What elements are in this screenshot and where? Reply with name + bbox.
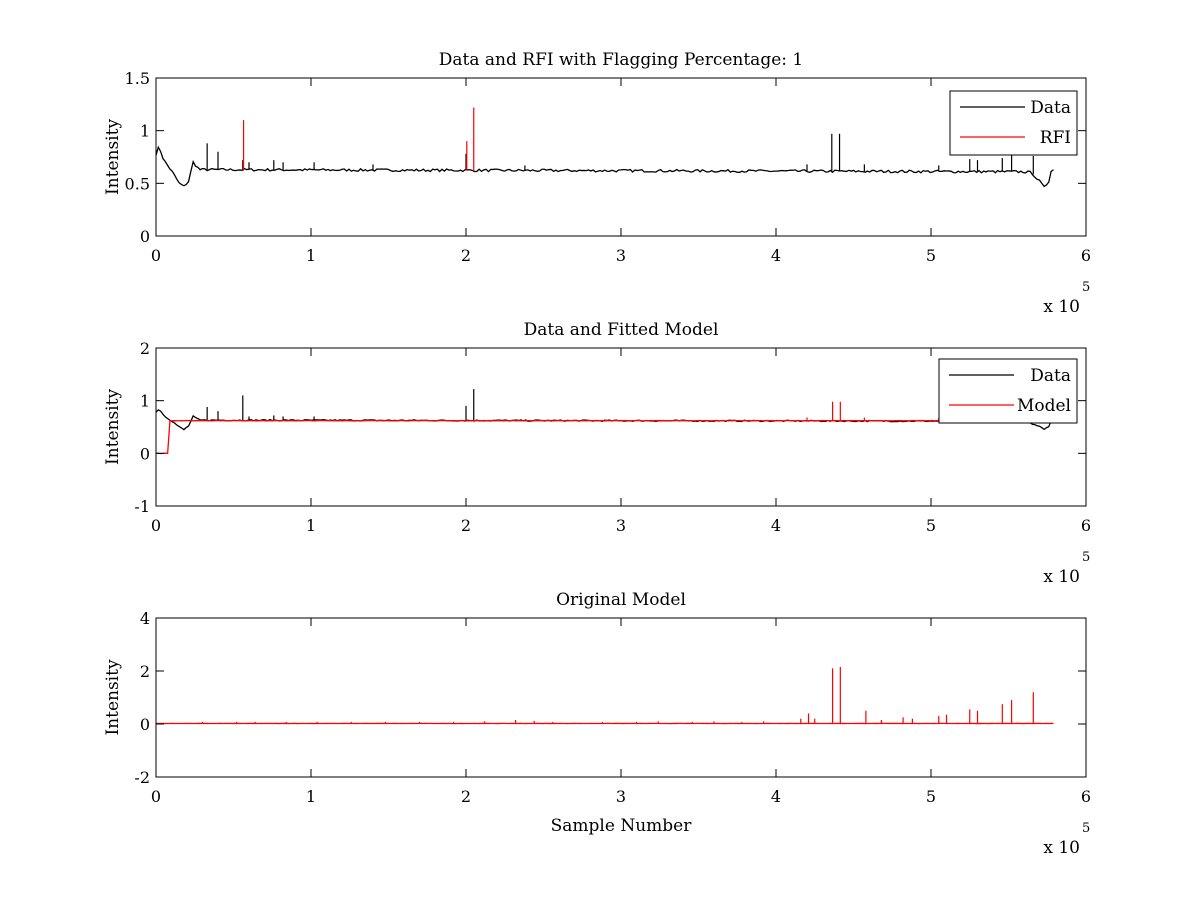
x-exponent-label: x 105 [1043, 280, 1090, 317]
legend-entry: Data [1030, 98, 1071, 118]
x-tick-label: 6 [1081, 787, 1091, 806]
series-line [156, 145, 1054, 188]
y-axis-label: Intensity [103, 119, 123, 195]
x-tick-label: 5 [926, 787, 936, 806]
subplot-title: Data and RFI with Flagging Percentage: 1 [439, 50, 803, 70]
x-tick-label: 3 [616, 516, 626, 535]
exponent-base: x 10 [1043, 838, 1080, 858]
x-tick-label: 4 [771, 246, 781, 265]
series-rfi [242, 107, 475, 171]
legend-entry: Model [1017, 396, 1071, 416]
legend: Data RFI [949, 90, 1078, 156]
exponent-base: x 10 [1043, 567, 1080, 587]
x-tick-label: 5 [926, 246, 936, 265]
subplot-1: 0 1 2 3 4 5 6 0 0.5 1 1.5 Data and RFI with Flaggin… [103, 50, 1091, 317]
x-tick-label: 0 [151, 246, 161, 265]
x-tick-label: 6 [1081, 246, 1091, 265]
x-tick-label: 6 [1081, 516, 1091, 535]
series-original-model [156, 667, 1054, 725]
legend-box [949, 90, 1078, 156]
y-axis-label: Intensity [103, 389, 123, 465]
x-tick-label: 1 [306, 516, 316, 535]
legend: Data Model [938, 358, 1078, 424]
legend-entry: Data [1030, 366, 1071, 386]
y-tick-label: 0 [140, 227, 150, 246]
x-tick-label: 4 [771, 787, 781, 806]
legend-box [938, 358, 1078, 424]
x-tick-label: 0 [151, 787, 161, 806]
x-tick-label: 4 [771, 516, 781, 535]
subplots: 0 1 2 3 4 5 6 0 0.5 1 1.5 Data and RFI with Flaggin… [103, 50, 1091, 858]
x-exponent-label: x 105 [1043, 821, 1090, 858]
y-tick-label: 1 [140, 122, 150, 141]
exponent-power: 5 [1082, 821, 1090, 836]
legend-entry: RFI [1040, 128, 1071, 148]
x-tick-label: 3 [616, 787, 626, 806]
x-tick-label: 5 [926, 516, 936, 535]
subplot-title: Original Model [556, 590, 686, 610]
y-tick-label: 4 [140, 609, 150, 628]
y-tick-label: -2 [134, 768, 150, 787]
y-tick-label: 0 [140, 715, 150, 734]
x-tick-label: 2 [461, 246, 471, 265]
x-tick-label: 1 [306, 246, 316, 265]
x-tick-label: 3 [616, 246, 626, 265]
x-tick-label: 0 [151, 516, 161, 535]
subplot-title: Data and Fitted Model [524, 320, 719, 340]
x-axis-label: Sample Number [551, 816, 693, 836]
y-tick-label: 2 [140, 339, 150, 358]
y-tick-label: -1 [134, 497, 150, 516]
y-tick-label: 2 [140, 662, 150, 681]
y-tick-label: 0 [140, 444, 150, 463]
x-tick-label: 2 [461, 787, 471, 806]
y-tick-label: 0.5 [125, 174, 150, 193]
y-tick-label: 1 [140, 392, 150, 411]
x-tick-label: 2 [461, 516, 471, 535]
y-tick-label: 1.5 [125, 69, 150, 88]
x-exponent-label: x 105 [1043, 550, 1090, 587]
x-tick-label: 1 [306, 787, 316, 806]
exponent-base: x 10 [1043, 297, 1080, 317]
exponent-power: 5 [1082, 550, 1090, 565]
exponent-power: 5 [1082, 280, 1090, 295]
series-line [156, 419, 1054, 455]
y-axis-label: Intensity [103, 659, 123, 735]
